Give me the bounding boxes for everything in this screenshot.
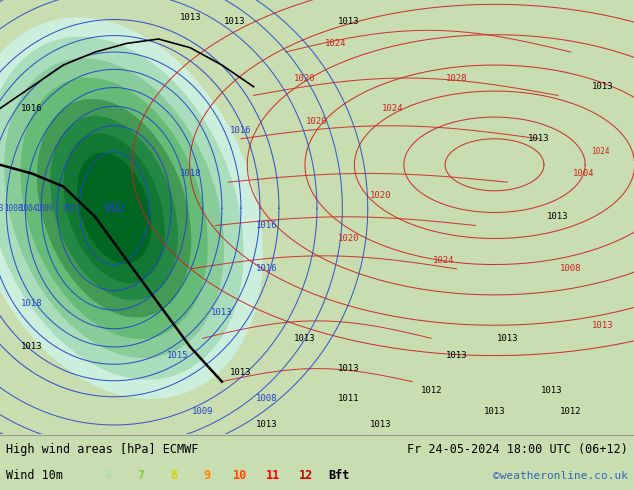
Text: Fr 24-05-2024 18:00 UTC (06+12): Fr 24-05-2024 18:00 UTC (06+12) — [407, 443, 628, 456]
Text: Bft: Bft — [328, 469, 349, 483]
Ellipse shape — [77, 152, 152, 264]
Text: 1013: 1013 — [528, 134, 550, 143]
Text: 1020: 1020 — [294, 74, 315, 82]
Text: 1013: 1013 — [0, 204, 3, 213]
Ellipse shape — [37, 99, 191, 318]
Text: 1020: 1020 — [338, 234, 359, 243]
Text: 1018: 1018 — [21, 299, 42, 308]
Text: 1016: 1016 — [256, 221, 277, 230]
Text: 10: 10 — [233, 469, 247, 483]
Ellipse shape — [50, 116, 178, 300]
Text: 1000: 1000 — [36, 204, 54, 213]
Text: 1013: 1013 — [496, 334, 518, 343]
Text: 1013: 1013 — [541, 386, 562, 395]
Text: 1013: 1013 — [179, 13, 201, 22]
Text: 1024: 1024 — [592, 147, 610, 156]
Text: 1013: 1013 — [547, 212, 569, 221]
Text: 1018: 1018 — [179, 169, 201, 178]
Text: 12: 12 — [299, 469, 313, 483]
Text: 1024: 1024 — [382, 104, 404, 113]
Text: 8: 8 — [170, 469, 178, 483]
Text: ©weatheronline.co.uk: ©weatheronline.co.uk — [493, 471, 628, 481]
Text: 1012: 1012 — [560, 408, 581, 416]
Text: 1012: 1012 — [420, 386, 442, 395]
Text: 1028: 1028 — [446, 74, 467, 82]
Text: High wind areas [hPa] ECMWF: High wind areas [hPa] ECMWF — [6, 443, 198, 456]
Text: 1020: 1020 — [370, 191, 391, 199]
Text: 1008: 1008 — [560, 265, 581, 273]
Text: 6: 6 — [104, 469, 112, 483]
Ellipse shape — [0, 37, 243, 380]
Text: 1013: 1013 — [592, 321, 613, 330]
Text: 1020: 1020 — [306, 117, 328, 126]
Text: 1013: 1013 — [446, 351, 467, 360]
Text: 1013: 1013 — [256, 420, 277, 429]
Text: 1013: 1013 — [294, 334, 315, 343]
Text: 1009: 1009 — [192, 408, 214, 416]
Text: 1016: 1016 — [230, 125, 252, 135]
Text: 992: 992 — [103, 202, 126, 215]
Ellipse shape — [0, 17, 263, 399]
Text: 1024: 1024 — [325, 39, 347, 48]
Ellipse shape — [4, 58, 224, 358]
Text: 1008: 1008 — [4, 204, 22, 213]
Text: 1004: 1004 — [20, 204, 38, 213]
Text: 1016: 1016 — [21, 104, 42, 113]
Text: 1013: 1013 — [338, 17, 359, 26]
Text: 1015: 1015 — [167, 351, 188, 360]
Text: 1013: 1013 — [338, 364, 359, 373]
Text: 992: 992 — [62, 204, 76, 213]
Text: Wind 10m: Wind 10m — [6, 469, 63, 483]
Text: 1013: 1013 — [21, 343, 42, 351]
Text: 1013: 1013 — [230, 368, 252, 377]
Text: 1024: 1024 — [433, 256, 455, 265]
Ellipse shape — [20, 77, 208, 339]
Text: 1013: 1013 — [211, 308, 233, 317]
Text: 1011: 1011 — [338, 394, 359, 403]
Text: 1013: 1013 — [224, 17, 245, 26]
Text: 7: 7 — [137, 469, 145, 483]
Text: 1008: 1008 — [256, 394, 277, 403]
Ellipse shape — [63, 133, 165, 283]
Text: 1016: 1016 — [256, 265, 277, 273]
Text: 1013: 1013 — [370, 420, 391, 429]
Text: 1004: 1004 — [573, 169, 594, 178]
Text: 9: 9 — [203, 469, 210, 483]
Text: 11: 11 — [266, 469, 280, 483]
Text: 1013: 1013 — [592, 82, 613, 91]
Text: 1013: 1013 — [484, 408, 505, 416]
